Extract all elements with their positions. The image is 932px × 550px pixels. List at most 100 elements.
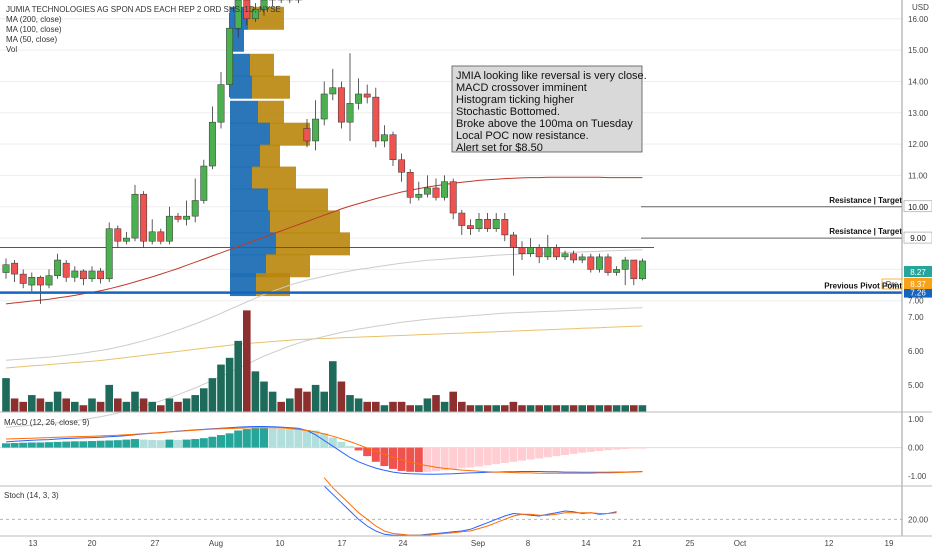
candle [312, 118, 320, 142]
x-tick-label: Oct [734, 539, 747, 548]
legend-ma50: MA (50, close) [6, 35, 57, 44]
macd-histogram-bar [70, 441, 79, 448]
volume-bar [561, 405, 569, 412]
stoch-k-line [323, 485, 617, 536]
candle [208, 121, 216, 167]
price-tag: 8.37 [910, 280, 926, 289]
y-tick-label: 5.00 [908, 381, 924, 390]
macd-histogram-bar [526, 447, 535, 460]
volume-bar [320, 391, 328, 412]
price-tag-bg [904, 278, 932, 289]
volume-bar [621, 405, 629, 412]
ma50-line [5, 325, 643, 369]
volume-bar [286, 398, 294, 412]
candle [613, 269, 621, 273]
level-tag-bg [904, 286, 932, 298]
volume-bar [36, 398, 45, 412]
candle [337, 87, 345, 123]
x-tick-label: 27 [151, 539, 160, 548]
macd-histogram-bar [569, 447, 578, 454]
candle [183, 215, 191, 220]
volume-bar [630, 405, 638, 412]
volume-profile-blue-bar [230, 53, 250, 77]
volume-bar [157, 405, 165, 412]
macd-histogram-bar [165, 439, 174, 448]
volume-bar [88, 398, 96, 412]
volume-bar [346, 395, 354, 412]
y-tick-label: 7.00 [908, 313, 924, 322]
volume-bar [268, 391, 277, 412]
volume-profile-gold-bar [252, 75, 290, 99]
annotation-line: JMIA looking like reversal is very close… [456, 70, 647, 82]
macd-histogram-bar [561, 447, 569, 455]
volume-bar [518, 405, 526, 412]
volume-bar [449, 391, 457, 412]
macd-histogram-bar [638, 447, 647, 449]
ma100-lower-line [5, 307, 643, 428]
macd-histogram-bar [466, 447, 475, 468]
candle [484, 219, 492, 229]
y-tick-label: 12.00 [908, 140, 929, 149]
legend-vol: Vol [6, 45, 17, 54]
volume-bar [535, 405, 543, 412]
macd-histogram-bar [423, 447, 432, 472]
macd-histogram-bar [492, 447, 501, 465]
stoch-pane[interactable] [0, 477, 902, 536]
volume-bar [10, 398, 19, 412]
volume-profile-blue-bar [230, 232, 276, 256]
macd-histogram-bar [363, 447, 372, 457]
volume-bar [79, 405, 88, 412]
macd-line [5, 426, 643, 475]
volume-profile-gold-bar [276, 232, 350, 256]
candle [501, 219, 509, 236]
volume-bar [354, 398, 363, 412]
candle [71, 270, 79, 278]
macd-histogram-bar [217, 435, 225, 448]
volume-bar [501, 405, 509, 412]
x-tick-label: 17 [338, 539, 347, 548]
x-tick-label: 21 [633, 539, 642, 548]
candle [432, 187, 440, 198]
candle [578, 256, 586, 261]
macd-histogram-bar [457, 447, 466, 469]
candle [226, 27, 234, 85]
currency-label: USD [912, 3, 929, 12]
candle [243, 0, 251, 20]
price-pane[interactable]: Resistance | Target Resistance | Target Pr… [0, 0, 902, 428]
candle [552, 247, 560, 258]
volume-profile-blue-bar [230, 100, 258, 124]
volume-bar [423, 398, 432, 412]
candle [604, 256, 612, 273]
macd-histogram-bar [595, 447, 604, 451]
volume-bar [311, 384, 320, 412]
candle [45, 275, 53, 286]
legend-ma200: MA (200, close) [6, 15, 62, 24]
macd-histogram-bar [277, 428, 286, 448]
volume-bar [131, 391, 139, 412]
macd-pane[interactable] [0, 426, 902, 475]
volume-profile-blue-bar [230, 144, 260, 168]
macd-histogram-bar [2, 443, 10, 448]
candle [544, 247, 552, 258]
candle [630, 259, 638, 280]
volume-bar [458, 401, 466, 412]
candle [406, 172, 414, 198]
macd-histogram-bar [79, 441, 88, 448]
candle [191, 200, 199, 217]
x-tick-label: 24 [399, 539, 408, 548]
volume-bar [552, 405, 561, 412]
volume-profile-gold-bar [270, 122, 310, 146]
ma100-line [5, 249, 643, 361]
volume-pane[interactable] [2, 310, 647, 412]
candle [303, 128, 311, 142]
macd-histogram-bar [182, 439, 191, 448]
macd-histogram-bar [174, 439, 182, 448]
candle [2, 264, 10, 273]
macd-histogram-bar [45, 442, 53, 448]
legend-ma100: MA (100, close) [6, 25, 62, 34]
x-tick-label: 20 [88, 539, 97, 548]
overlay: JUMIA TECHNOLOGIES AG SPON ADS EACH REP … [4, 3, 929, 500]
x-tick-label: Sep [471, 539, 486, 548]
macd-histogram-bar [629, 447, 638, 449]
